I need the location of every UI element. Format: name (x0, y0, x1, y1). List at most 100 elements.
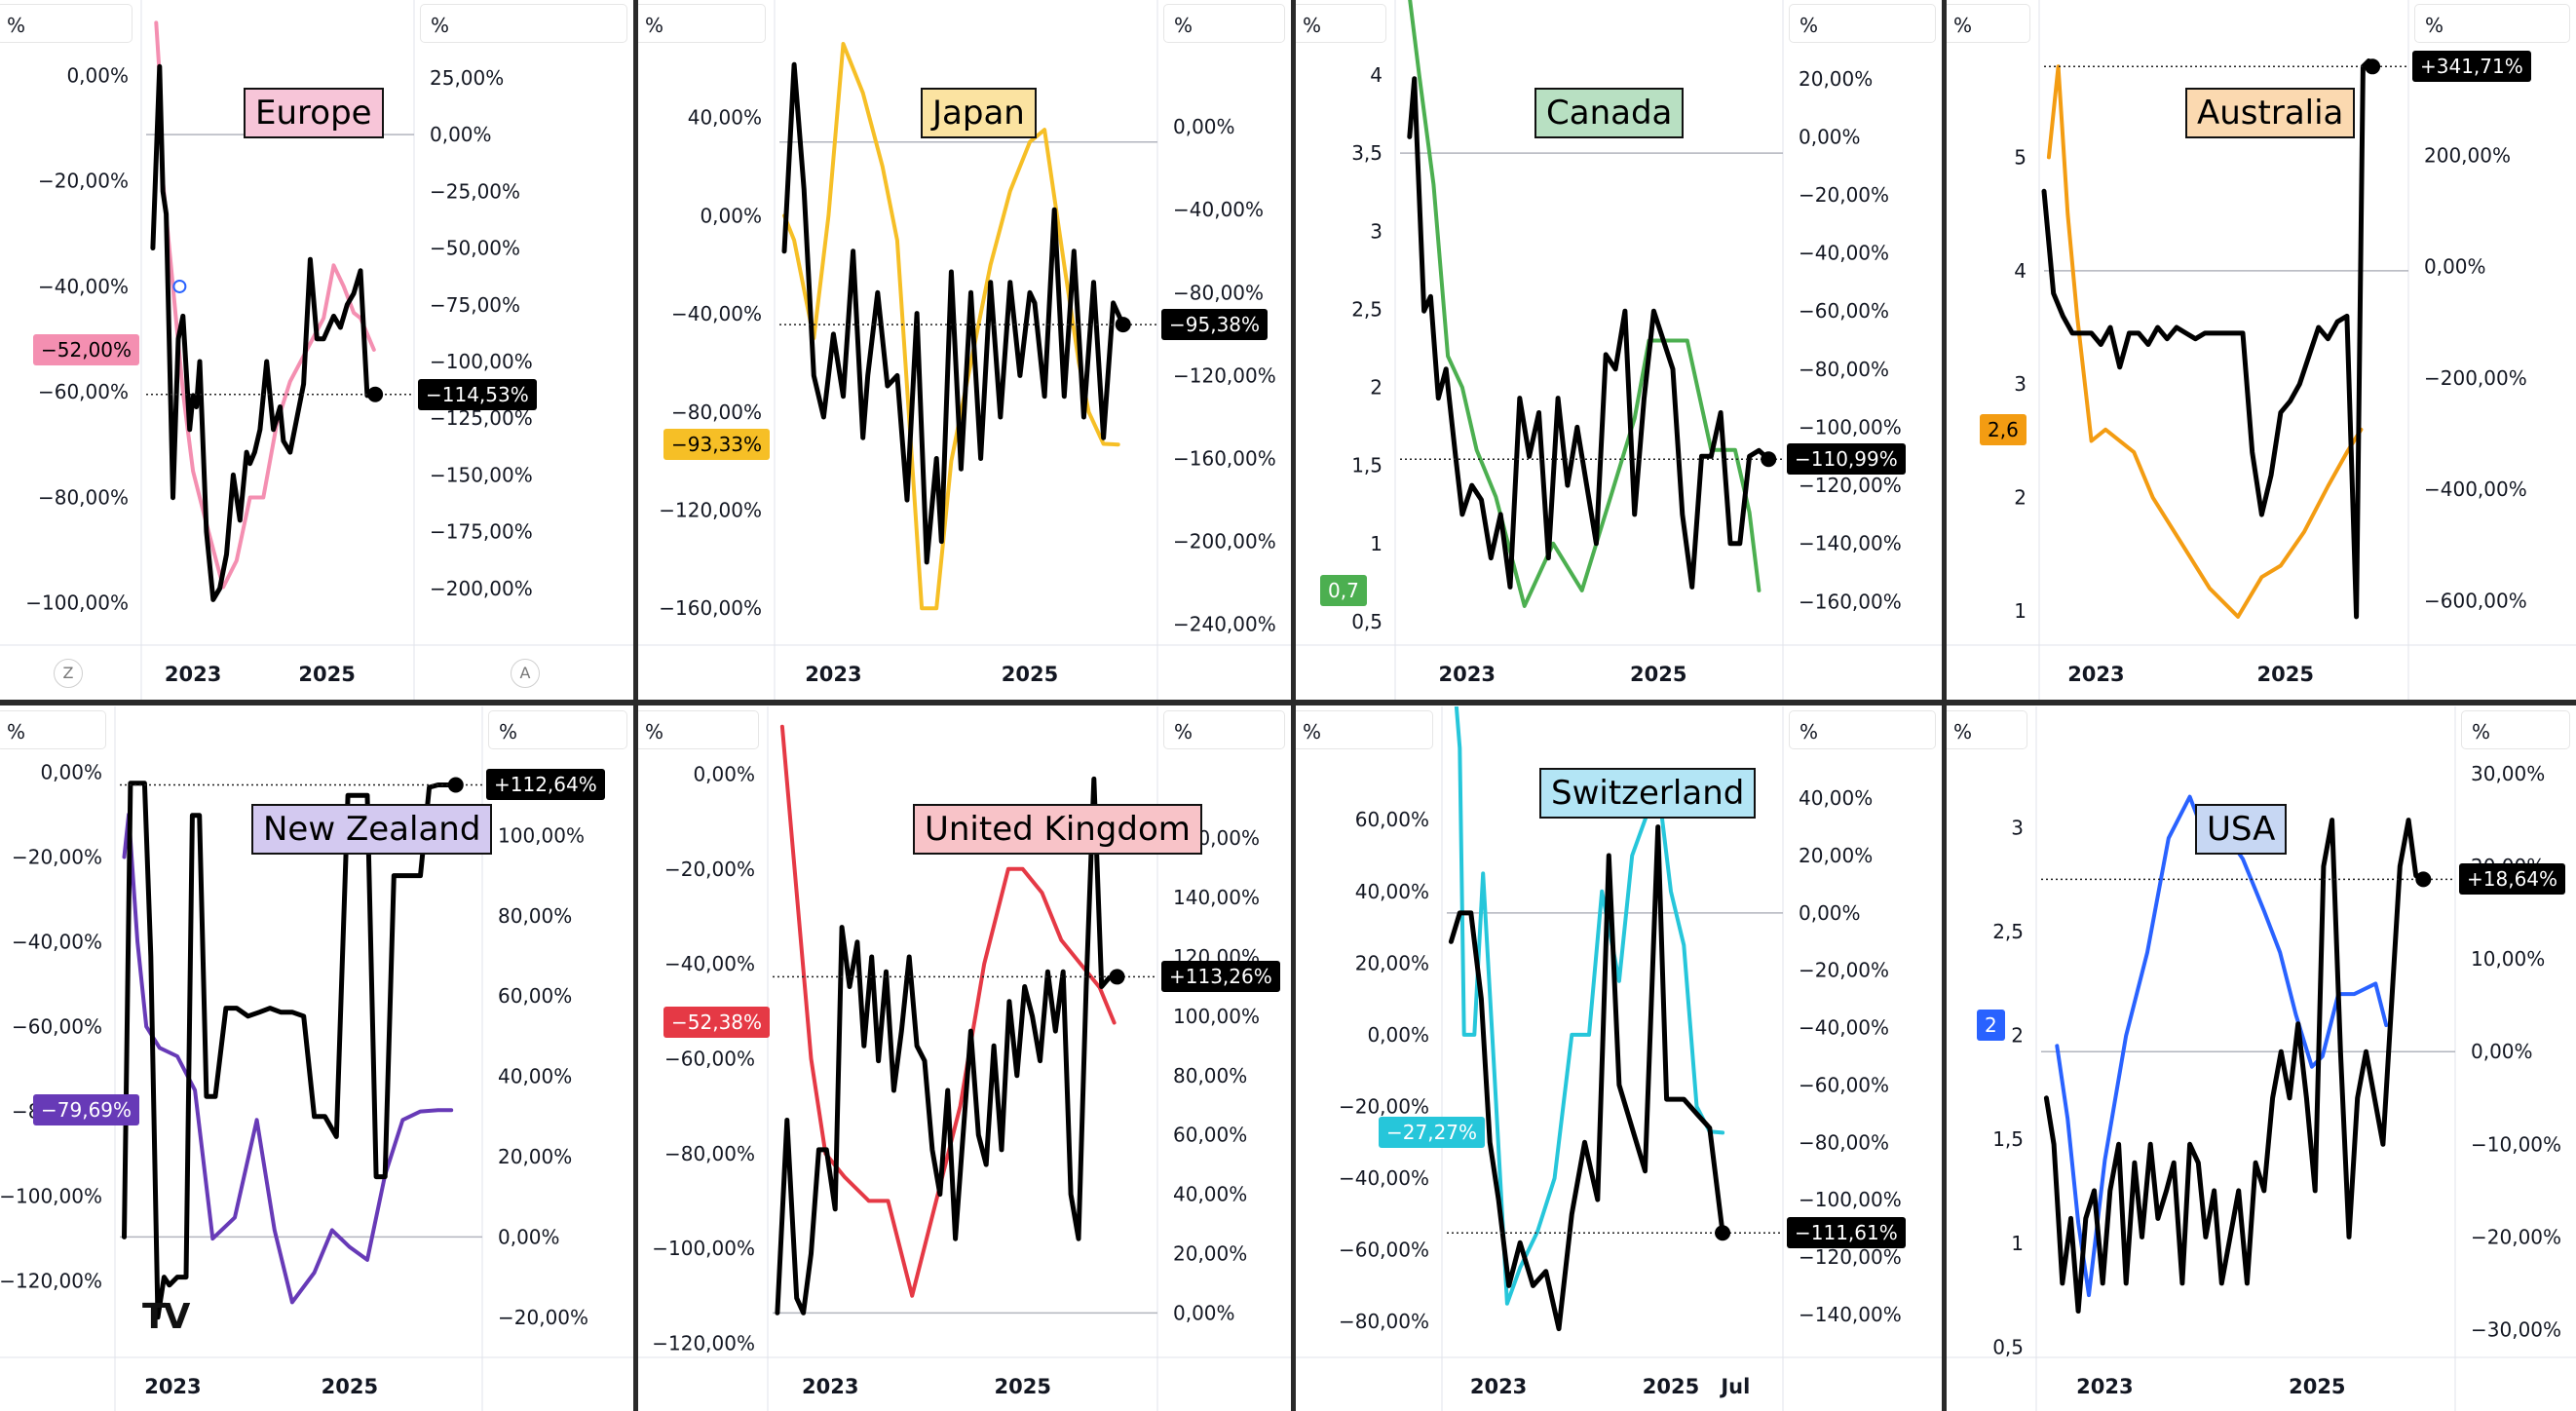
left-tick-label: −40,00% (38, 275, 129, 298)
left-tick-label: −40,00% (671, 302, 762, 325)
scale-toggle-button[interactable]: Z (54, 659, 83, 688)
left-tick-label: 0,00% (1367, 1023, 1429, 1047)
left-tick-label: 4 (1370, 63, 1383, 87)
left-unit-label: % (638, 710, 759, 749)
legend-title: Europe (244, 88, 384, 138)
right-tick-label: 0,00% (1173, 1301, 1235, 1324)
right-tick-label: −200,00% (2424, 366, 2527, 390)
left-tick-label: 1 (2014, 599, 2027, 623)
chart-panel-europe[interactable]: 0,00% −20,00% −40,00% −60,00% −80,00% −100,00… (0, 0, 633, 700)
left-tick-label: −60,00% (12, 1015, 102, 1039)
series-line-black (1407, 76, 1771, 590)
left-tick-label: 1,5 (1992, 1127, 2024, 1151)
left-tick-label: −40,00% (1339, 1166, 1429, 1190)
right-tick-label: −140,00% (1799, 1303, 1902, 1326)
panel-divider[interactable] (1942, 0, 1947, 1411)
x-tick-label: 2025 (2289, 1375, 2345, 1398)
right-tick-label: −60,00% (1799, 1073, 1889, 1096)
left-tick-label: −20,00% (664, 858, 755, 881)
right-tick-label: −100,00% (430, 350, 533, 373)
left-tick-label: −80,00% (1339, 1310, 1429, 1333)
last-value-tag: −114,53% (418, 378, 537, 410)
left-tick-label: 3 (1370, 219, 1383, 243)
right-tick-label: −140,00% (1799, 532, 1902, 555)
series-line-colored (154, 20, 376, 590)
left-tick-label: 60,00% (1355, 808, 1429, 831)
chart-panel-canada[interactable]: 4 3,5 3 2,5 2 1,5 1 0,5 20,00% 0,00% −20,00% −40,00… (1296, 0, 1942, 700)
right-tick-label: 100,00% (498, 823, 585, 847)
right-tick-label: 0,00% (2424, 255, 2486, 279)
left-tick-label: −80,00% (664, 1142, 755, 1165)
right-tick-label: −20,00% (1799, 183, 1889, 207)
x-tick-label: 2025 (1630, 663, 1686, 686)
left-tick-label: 40,00% (688, 106, 762, 130)
left-tick-label: 2,5 (1992, 920, 2024, 943)
right-tick-label: 0,00% (1799, 125, 1861, 148)
chart-panel-australia[interactable]: 5 4 3 2 1 200,00% 0,00% −200,00% −400,00% −600,00… (1947, 0, 2576, 700)
chart-panel-usa[interactable]: 32,521,510,530,00%20,00%10,00%0,00%−10,0… (1947, 706, 2576, 1411)
series-line-colored (779, 724, 1117, 1298)
x-tick-label: 2025 (1643, 1375, 1699, 1398)
left-unit-label: % (0, 710, 106, 749)
right-unit-label: % (2461, 710, 2570, 749)
left-tick-label: −120,00% (652, 1331, 755, 1354)
last-value-tag: +113,26% (1161, 961, 1280, 993)
chart-panel-nz[interactable]: 0,00%−20,00%−40,00%−60,00%−80,00%−100,00… (0, 706, 633, 1411)
left-tick-label: −100,00% (25, 591, 129, 615)
x-tick-label: 2025 (1002, 663, 1058, 686)
right-tick-label: −160,00% (1173, 447, 1276, 471)
x-tick-label: 2023 (1439, 663, 1496, 686)
right-tick-label: 20,00% (1799, 844, 1873, 867)
series-line-black (2041, 58, 2375, 620)
left-tick-label: 3 (2014, 372, 2027, 396)
colored-value-tag: −79,69% (33, 1094, 140, 1126)
panel-divider[interactable] (1291, 0, 1296, 1411)
x-tick-label: 2025 (322, 1375, 378, 1398)
auto-scale-button[interactable]: A (511, 659, 540, 688)
x-tick-label: 2023 (165, 663, 221, 686)
left-tick-label: 2,5 (1351, 297, 1383, 321)
right-unit-label: % (1789, 710, 1936, 749)
chart-panel-japan[interactable]: 40,00% 0,00% −40,00% −80,00% −120,00% −160,00… (638, 0, 1291, 700)
right-tick-label: −20,00% (2471, 1225, 2561, 1248)
colored-value-tag: 2,6 (1980, 413, 2027, 445)
right-tick-label: 40,00% (1799, 786, 1873, 810)
series-line-black (775, 776, 1119, 1316)
panel-divider[interactable] (633, 0, 638, 1411)
right-tick-label: 0,00% (430, 123, 492, 146)
x-tick-label: 2023 (805, 663, 861, 686)
right-unit-label: % (1163, 710, 1285, 749)
last-point-marker (367, 386, 384, 402)
right-tick-label: 40,00% (1173, 1183, 1247, 1206)
chart-panel-uk[interactable]: 0,00% −20,00% −40,00% −60,00% −80,00% −100,00… (638, 706, 1291, 1411)
series-line-colored (2046, 64, 2364, 619)
series-line-black (1448, 824, 1725, 1332)
left-tick-label: −160,00% (659, 596, 762, 620)
left-tick-label: 4 (2014, 259, 2027, 283)
left-unit-label: % (1296, 4, 1386, 43)
last-value-tag: −110,99% (1787, 443, 1906, 476)
x-tick-label: 2023 (802, 1375, 858, 1398)
left-tick-label: −80,00% (38, 485, 129, 509)
last-value-tag: +341,71% (2412, 51, 2531, 83)
chart-svg-canada: 4 3,5 3 2,5 2 1,5 1 0,5 20,00% 0,00% −20,00% −40,00… (1296, 0, 1942, 700)
chart-panel-switzerland[interactable]: 60,00% 40,00% 20,00% 0,00% −20,00% −40,00% −60… (1296, 706, 1942, 1411)
right-tick-label: 80,00% (1173, 1064, 1247, 1087)
right-tick-label: 20,00% (498, 1145, 572, 1168)
last-point-marker (1109, 969, 1125, 985)
panel-divider[interactable] (0, 700, 2576, 706)
right-tick-label: −30,00% (2471, 1317, 2561, 1341)
colored-value-tag: −52,00% (33, 333, 140, 365)
right-tick-label: 30,00% (2471, 762, 2545, 785)
right-tick-label: −400,00% (2424, 477, 2527, 501)
last-value-tag: −95,38% (1161, 309, 1269, 341)
left-unit-label: % (1947, 710, 2027, 749)
right-tick-label: −10,00% (2471, 1132, 2561, 1156)
right-tick-label: −100,00% (1799, 415, 1902, 439)
colored-value-tag: 0,7 (1320, 574, 1367, 606)
right-tick-label: −240,00% (1173, 613, 1276, 636)
right-unit-label: % (488, 710, 627, 749)
right-tick-label: −100,00% (1799, 1188, 1902, 1211)
legend-title: Switzerland (1539, 768, 1757, 819)
